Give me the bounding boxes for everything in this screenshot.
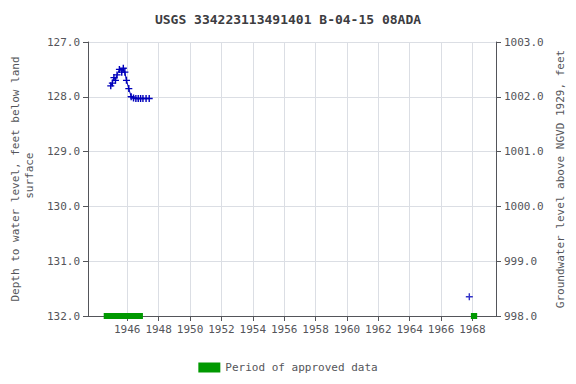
svg-text:1952: 1952	[208, 323, 235, 336]
svg-text:998.0: 998.0	[504, 310, 537, 323]
svg-text:1962: 1962	[365, 323, 392, 336]
svg-text:1960: 1960	[334, 323, 361, 336]
svg-text:USGS 334223113491401 B-04-15 0: USGS 334223113491401 B-04-15 08ADA	[155, 12, 421, 27]
svg-text:1000.0: 1000.0	[504, 200, 544, 213]
svg-text:1966: 1966	[428, 323, 455, 336]
svg-text:Depth to water level, feet bel: Depth to water level, feet below land	[9, 56, 22, 301]
svg-text:Period of approved data: Period of approved data	[225, 361, 377, 374]
svg-text:Groundwater level above NGVD 1: Groundwater level above NGVD 1929, feet	[554, 50, 567, 308]
svg-text:129.0: 129.0	[47, 145, 80, 158]
svg-text:1958: 1958	[302, 323, 329, 336]
svg-text:1946: 1946	[114, 323, 141, 336]
svg-text:1968: 1968	[459, 323, 486, 336]
svg-text:1950: 1950	[177, 323, 204, 336]
svg-text:999.0: 999.0	[504, 255, 537, 268]
svg-text:1954: 1954	[240, 323, 267, 336]
svg-text:1956: 1956	[271, 323, 298, 336]
svg-text:128.0: 128.0	[47, 90, 80, 103]
svg-text:131.0: 131.0	[47, 255, 80, 268]
svg-text:1948: 1948	[145, 323, 172, 336]
svg-text:surface: surface	[23, 153, 36, 206]
svg-text:127.0: 127.0	[47, 36, 80, 49]
svg-text:1003.0: 1003.0	[504, 36, 544, 49]
svg-text:132.0: 132.0	[47, 310, 80, 323]
svg-text:1964: 1964	[396, 323, 423, 336]
svg-text:1001.0: 1001.0	[504, 145, 544, 158]
svg-text:130.0: 130.0	[47, 200, 80, 213]
svg-text:1002.0: 1002.0	[504, 90, 544, 103]
